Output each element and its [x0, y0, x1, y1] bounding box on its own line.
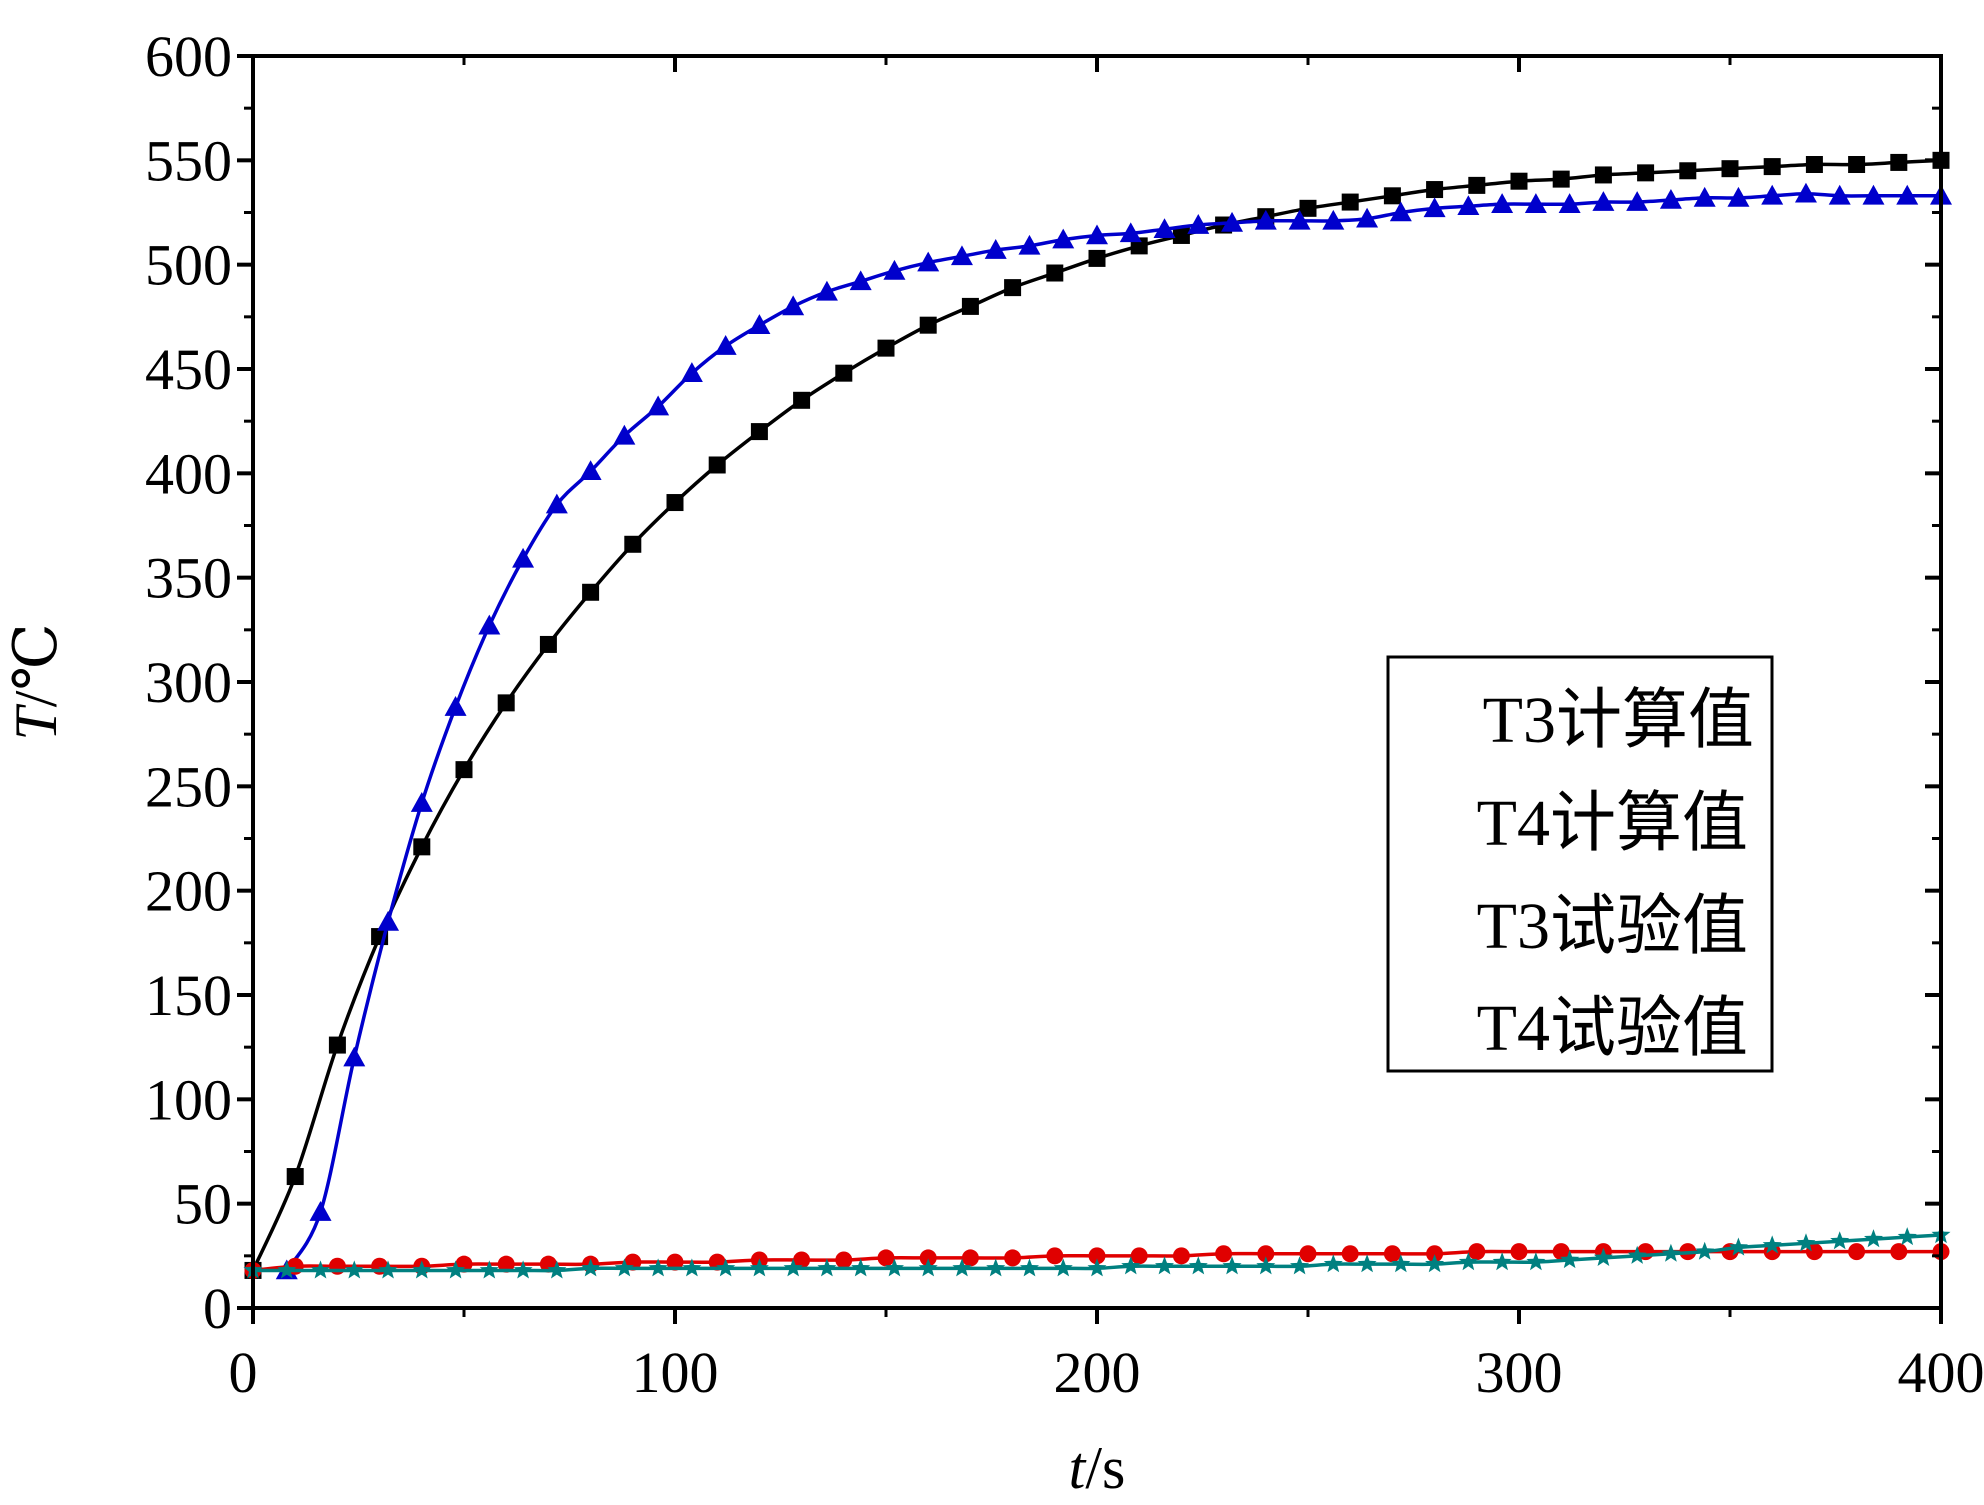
series-2-point — [1131, 1247, 1148, 1264]
x-axis-title-var: t — [1069, 1435, 1087, 1500]
series-2-point — [1215, 1245, 1232, 1262]
series-0-point — [709, 456, 726, 473]
series-2-point — [1342, 1245, 1359, 1262]
series-2-point — [1848, 1243, 1865, 1260]
series-0-point — [1764, 158, 1781, 175]
x-axis-title-unit: /s — [1085, 1435, 1125, 1500]
series-0-point — [793, 392, 810, 409]
x-tick-label: 400 — [1898, 1340, 1984, 1405]
y-axis-title: T/℃ — [3, 623, 69, 740]
legend: T3计算值 T4计算值 T3试验值 T4试验值 — [1388, 657, 1772, 1071]
series-0-point — [1806, 156, 1823, 173]
series-0-point — [1342, 194, 1359, 211]
legend-label-t3-calc: T3计算值 — [1483, 684, 1754, 757]
series-0-point — [582, 584, 599, 601]
series-0-point — [456, 761, 473, 778]
y-tick-label: 350 — [145, 546, 232, 611]
y-tick-label: 600 — [145, 24, 232, 89]
series-0-point — [751, 423, 768, 440]
series-0-point — [878, 340, 895, 357]
legend-label-t4-test: T4试验值 — [1477, 992, 1748, 1065]
series-0-point — [962, 298, 979, 315]
series-0-point — [287, 1168, 304, 1185]
series-0-point — [540, 636, 557, 653]
series-0-point — [1511, 173, 1528, 190]
series-2-point — [878, 1249, 895, 1266]
legend-label-t4-calc: T4计算值 — [1477, 787, 1748, 860]
y-tick-label: 550 — [145, 128, 232, 193]
series-0-point — [498, 694, 515, 711]
series-2-point — [1384, 1245, 1401, 1262]
series-0-point — [1468, 177, 1485, 194]
y-tick-label: 50 — [174, 1172, 232, 1237]
legend-label-t3-test: T3试验值 — [1477, 890, 1748, 963]
series-0-point — [1890, 154, 1907, 171]
series-0-point — [329, 1037, 346, 1054]
x-axis-title: t/s — [1069, 1435, 1126, 1500]
series-2-point — [1046, 1247, 1063, 1264]
y-tick-label: 0 — [203, 1276, 232, 1341]
series-2-point — [329, 1258, 346, 1275]
series-0-point — [624, 536, 641, 553]
series-0-point — [1046, 265, 1063, 282]
x-tick-label: 0 — [229, 1340, 258, 1405]
series-2-point — [1890, 1243, 1907, 1260]
series-0-point — [1004, 279, 1021, 296]
series-0-point — [1553, 171, 1570, 188]
y-tick-label: 450 — [145, 337, 232, 402]
series-0-point — [920, 317, 937, 334]
series-0-point — [1722, 160, 1739, 177]
series-0-point — [1089, 250, 1106, 267]
y-tick-label: 400 — [145, 441, 232, 506]
y-tick-label: 500 — [145, 233, 232, 298]
series-2-point — [1300, 1245, 1317, 1262]
series-2-point — [962, 1249, 979, 1266]
series-0-point — [1595, 166, 1612, 183]
y-tick-label: 100 — [145, 1067, 232, 1132]
series-0-point — [1848, 156, 1865, 173]
series-0-point — [1426, 181, 1443, 198]
y-tick-label: 250 — [145, 754, 232, 819]
y-tick-label: 300 — [145, 650, 232, 715]
x-tick-label: 100 — [632, 1340, 719, 1405]
y-tick-label: 200 — [145, 859, 232, 924]
series-0-point — [835, 365, 852, 382]
series-2-point — [1004, 1249, 1021, 1266]
series-0-point — [1679, 162, 1696, 179]
x-tick-label: 200 — [1054, 1340, 1141, 1405]
series-2-point — [835, 1252, 852, 1269]
series-0-point — [413, 838, 430, 855]
series-2-point — [1511, 1243, 1528, 1260]
y-axis-title-var: T — [3, 704, 69, 741]
series-0-point — [667, 494, 684, 511]
y-tick-label: 150 — [145, 963, 232, 1028]
series-0-point — [1384, 187, 1401, 204]
series-0-point — [1637, 164, 1654, 181]
series-0-point — [1300, 200, 1317, 217]
x-tick-label: 300 — [1476, 1340, 1563, 1405]
series-2-point — [1173, 1247, 1190, 1264]
series-2-point — [1468, 1243, 1485, 1260]
y-axis-title-unit: /℃ — [3, 623, 69, 707]
